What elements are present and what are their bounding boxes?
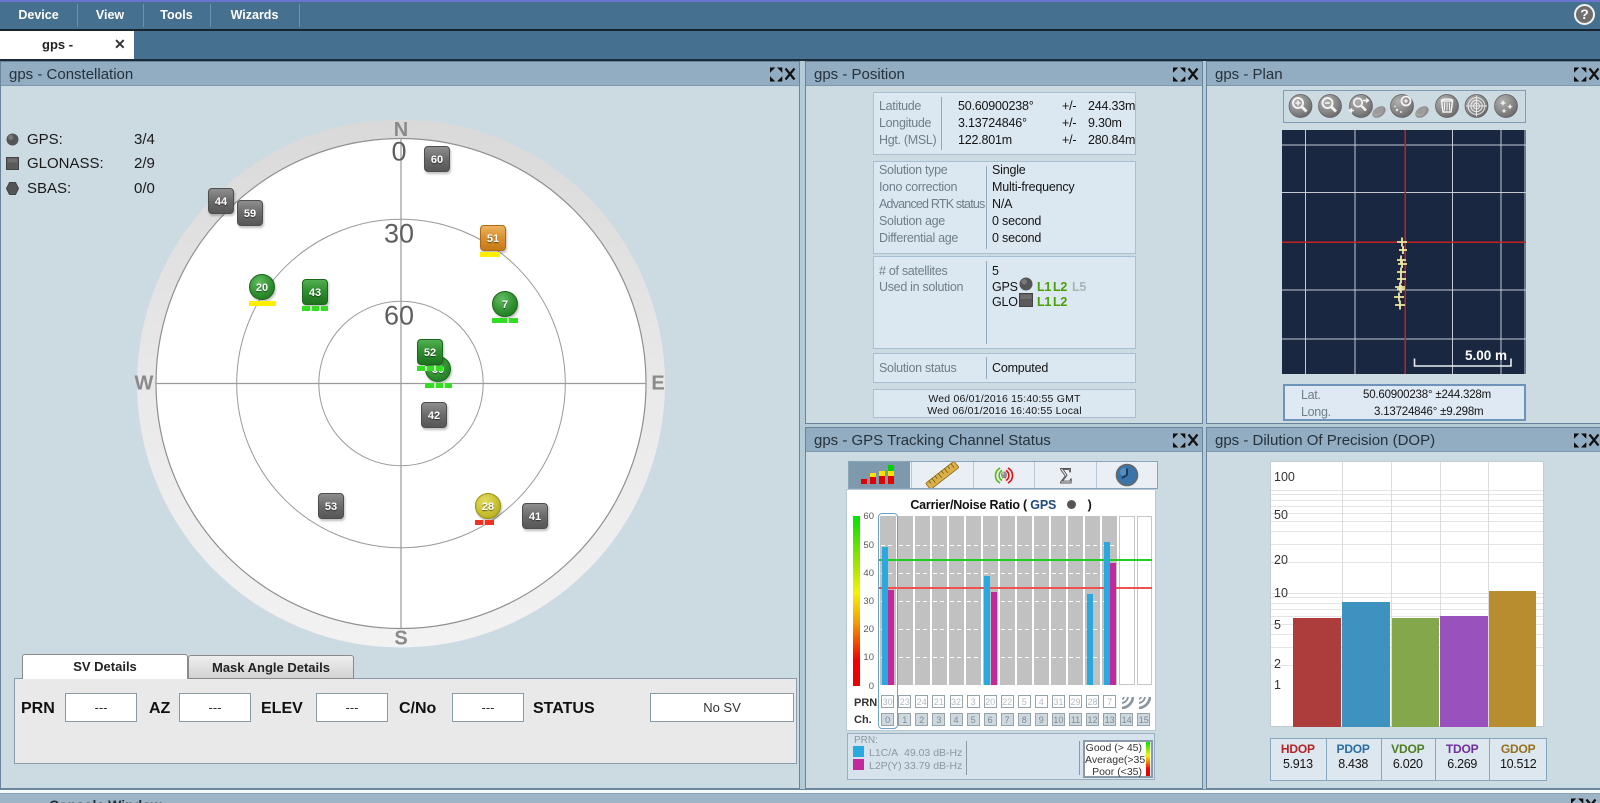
svg-text:60: 60	[384, 301, 414, 331]
svg-text:S: S	[394, 628, 407, 650]
svg-text:0: 0	[391, 137, 406, 167]
svg-text:30: 30	[384, 219, 414, 249]
svg-text:N: N	[394, 119, 408, 141]
svg-text:W: W	[135, 373, 154, 395]
svg-text:5.00 m: 5.00 m	[1465, 348, 1507, 363]
svg-text:E: E	[651, 373, 664, 395]
svg-text:Σ: Σ	[1060, 463, 1073, 488]
